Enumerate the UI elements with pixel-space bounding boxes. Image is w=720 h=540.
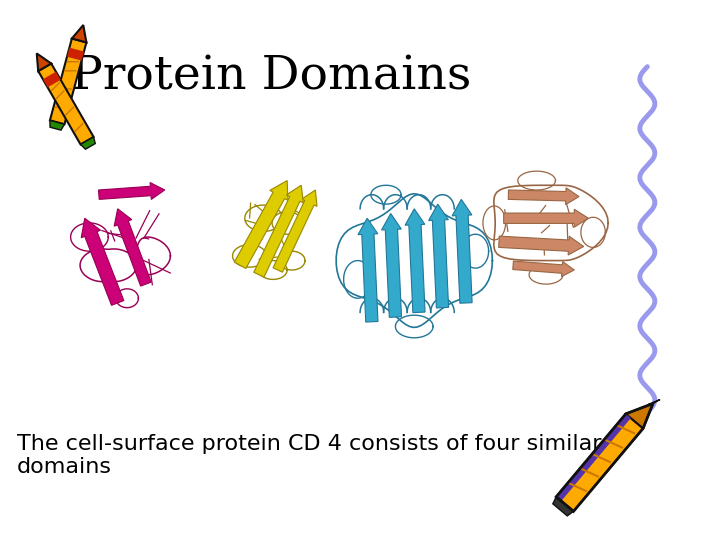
Text: The cell-surface protein CD 4 consists of four similar
domains: The cell-surface protein CD 4 consists o… [17,434,601,477]
Polygon shape [513,261,575,276]
Polygon shape [405,209,425,313]
Polygon shape [43,72,60,87]
Polygon shape [114,209,151,286]
Polygon shape [273,190,317,272]
Polygon shape [234,180,288,268]
Polygon shape [99,183,165,199]
Polygon shape [72,25,86,43]
Polygon shape [504,210,588,227]
Polygon shape [649,400,660,404]
Polygon shape [452,199,472,303]
Polygon shape [81,218,124,305]
Polygon shape [38,64,94,144]
Polygon shape [382,213,402,318]
Polygon shape [81,137,95,149]
Polygon shape [50,38,86,124]
Text: Protein Domains: Protein Domains [71,54,472,99]
Polygon shape [553,497,574,516]
Polygon shape [50,120,65,130]
Polygon shape [253,185,303,277]
Polygon shape [37,53,51,71]
Polygon shape [626,403,653,428]
Polygon shape [557,414,643,511]
Polygon shape [508,188,579,205]
Polygon shape [499,236,584,255]
Polygon shape [358,218,378,322]
Polygon shape [67,48,84,60]
Polygon shape [428,204,449,308]
Polygon shape [557,414,631,501]
